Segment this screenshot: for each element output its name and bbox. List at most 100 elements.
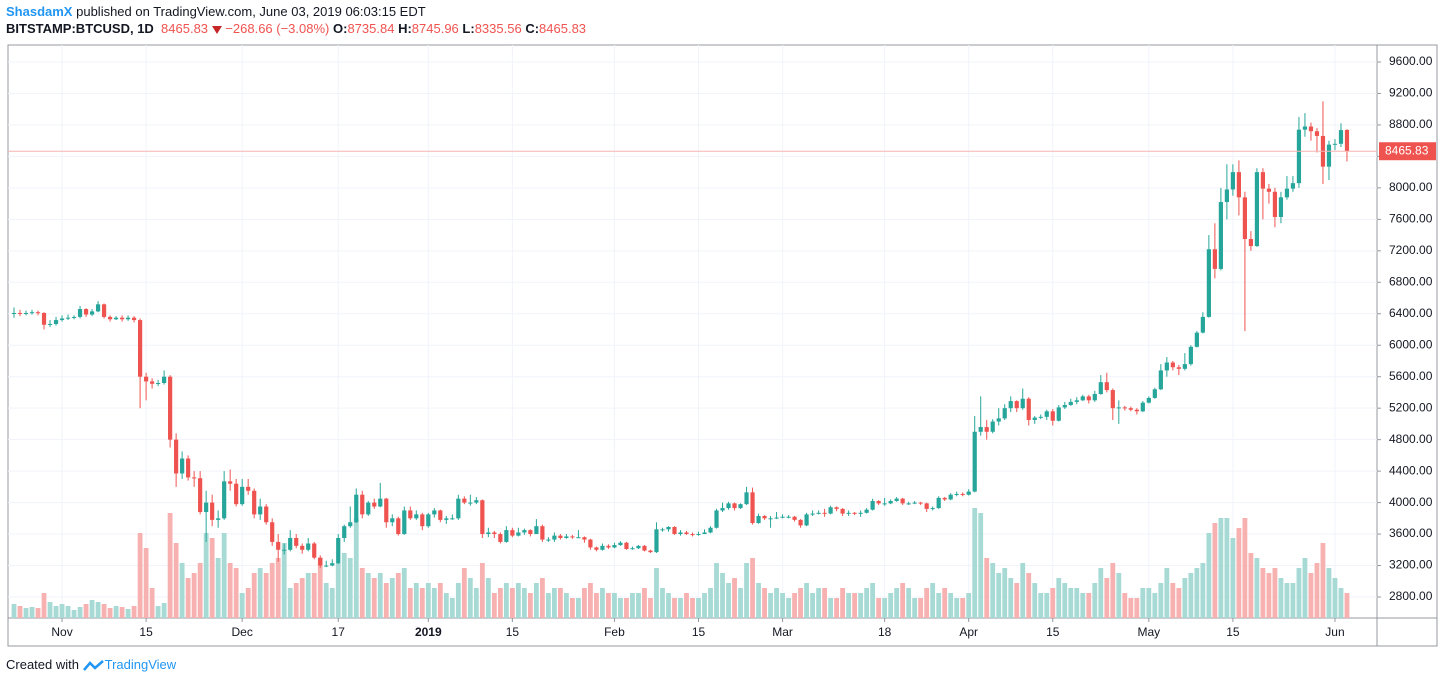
- volume-bar: [978, 513, 984, 618]
- candle-body: [900, 498, 905, 504]
- published: published on TradingView.com, June 03, 2…: [76, 4, 426, 19]
- candle-body: [426, 514, 431, 527]
- candle-body: [1332, 143, 1338, 145]
- volume-bar: [1140, 588, 1146, 618]
- author[interactable]: ShasdamX: [6, 4, 73, 19]
- volume-bar: [149, 588, 155, 618]
- candle-body: [570, 536, 575, 538]
- volume-bar: [35, 608, 41, 618]
- volume-bar: [1248, 553, 1254, 618]
- candle-body: [336, 537, 341, 564]
- candle-body: [119, 317, 125, 320]
- candle-body: [384, 498, 389, 523]
- candle-body: [960, 493, 965, 495]
- volume-bar: [768, 593, 773, 618]
- candle-body: [1236, 172, 1242, 198]
- volume-bar: [630, 593, 635, 618]
- volume-bar: [1296, 568, 1302, 618]
- y-tick-label: 3600.00: [1389, 526, 1433, 540]
- candle-body: [726, 503, 731, 509]
- volume-bar: [654, 568, 659, 618]
- candle-body: [186, 458, 191, 478]
- candle-body: [402, 510, 407, 535]
- candle-body: [11, 312, 17, 314]
- candle-body: [714, 510, 719, 528]
- candle-body: [480, 500, 485, 535]
- volume-bar: [155, 606, 161, 618]
- close-value: 8465.83: [539, 21, 587, 36]
- volume-bar: [59, 604, 65, 618]
- brand[interactable]: TradingView: [104, 657, 177, 672]
- candle-body: [804, 514, 809, 526]
- candle-body: [1212, 249, 1217, 269]
- volume-bar: [1002, 568, 1008, 618]
- volume-bar: [1308, 573, 1314, 618]
- volume-bar: [852, 593, 858, 618]
- candle-body: [294, 537, 299, 546]
- candle-body: [354, 494, 359, 523]
- open-value: 8735.84: [347, 21, 395, 36]
- candle-body: [1314, 131, 1320, 136]
- candle-body: [396, 518, 401, 535]
- volume-bar: [894, 588, 900, 618]
- volume-bar: [251, 573, 257, 618]
- candle-body: [696, 534, 701, 536]
- volume-bar: [1212, 523, 1218, 618]
- volume-bar: [551, 588, 557, 618]
- candle-body: [816, 512, 821, 514]
- volume-bar: [107, 608, 113, 618]
- volume-bar: [1080, 593, 1086, 618]
- candle-body: [1020, 398, 1025, 409]
- candle-body: [41, 312, 47, 325]
- candle-body: [552, 535, 557, 540]
- volume-bar: [1266, 573, 1272, 618]
- candle-body: [23, 312, 29, 314]
- x-tick-label: Jun: [1325, 625, 1344, 639]
- volume-bar: [696, 598, 701, 618]
- volume-bar: [900, 583, 906, 618]
- volume-bar: [383, 583, 389, 618]
- candle-body: [810, 513, 815, 515]
- high-value: 8745.96: [411, 21, 459, 36]
- volume-bar: [996, 573, 1002, 618]
- volume-bar: [287, 588, 293, 618]
- down-arrow: [211, 26, 222, 35]
- candle-body: [510, 530, 515, 536]
- volume-bar: [1044, 593, 1050, 618]
- candle-body: [1074, 400, 1079, 402]
- volume-bar: [864, 588, 870, 618]
- candle-body: [750, 492, 755, 524]
- candle-body: [204, 502, 209, 513]
- candle-body: [1044, 411, 1049, 417]
- candle-body: [113, 317, 119, 320]
- candle-body: [588, 539, 593, 548]
- candle-body: [978, 427, 983, 432]
- candle-body: [288, 537, 293, 550]
- candle-body: [1122, 407, 1127, 409]
- candle-body: [125, 317, 131, 320]
- candle-body: [864, 509, 869, 513]
- candle-body: [366, 502, 371, 515]
- volume-bar: [497, 588, 503, 618]
- symbol: BITSTAMP:BTCUSD, 1D: [6, 21, 154, 36]
- candle-body: [53, 320, 59, 324]
- candle-body: [768, 518, 773, 520]
- volume-bar: [924, 588, 930, 618]
- candle-body: [990, 421, 995, 432]
- candle-body: [894, 498, 899, 502]
- volume-bar: [1176, 588, 1182, 618]
- volume-bar: [918, 598, 924, 618]
- candle-body: [858, 512, 863, 514]
- volume-bar: [1188, 573, 1194, 618]
- candle-body: [1140, 402, 1145, 412]
- volume-bar: [29, 607, 35, 618]
- volume-bar: [858, 593, 864, 618]
- volume-bar: [1128, 598, 1134, 618]
- volume-bar: [527, 593, 533, 618]
- volume-bar: [431, 588, 437, 618]
- volume-bar: [576, 598, 581, 618]
- candle-body: [996, 418, 1001, 422]
- candle-body: [924, 503, 929, 509]
- candle-body: [1248, 239, 1254, 247]
- volume-bar: [1344, 593, 1350, 618]
